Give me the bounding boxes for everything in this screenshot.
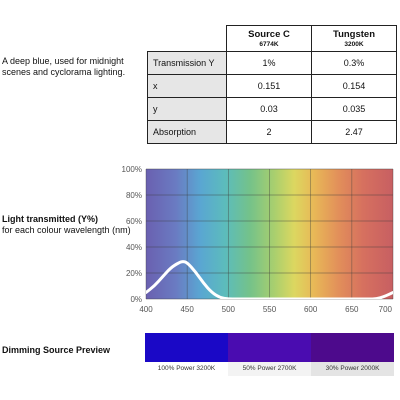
y-axis-ticks: 0% 20% 40% 60% 80% 100% xyxy=(122,165,142,304)
table-header-row: Source C 6774K Tungsten 3200K xyxy=(147,25,397,52)
x-tick-label: 650 xyxy=(345,305,359,314)
cell-value: 0.154 xyxy=(311,74,397,98)
swatch-color xyxy=(228,333,311,362)
column-name: Source C xyxy=(248,29,290,40)
y-tick-label: 60% xyxy=(126,217,142,226)
row-label: Absorption xyxy=(147,120,227,144)
swatch-30-power: 30% Power 2000K xyxy=(311,333,394,376)
swatch-color xyxy=(145,333,228,362)
swatch-caption: 50% Power 2700K xyxy=(228,362,311,376)
table-row: Transmission Y 1% 0.3% xyxy=(147,51,397,75)
y-tick-label: 100% xyxy=(122,165,142,174)
cell-value: 0.03 xyxy=(226,97,312,121)
spec-table: Source C 6774K Tungsten 3200K Transmissi… xyxy=(147,25,397,144)
x-tick-label: 600 xyxy=(304,305,318,314)
row-label: Transmission Y xyxy=(147,51,227,75)
cell-value: 0.3% xyxy=(311,51,397,75)
table-row: x 0.151 0.154 xyxy=(147,74,397,98)
cell-value: 1% xyxy=(226,51,312,75)
column-name: Tungsten xyxy=(332,29,376,40)
cell-value: 0.035 xyxy=(311,97,397,121)
row-label: x xyxy=(147,74,227,98)
swatch-caption: 100% Power 3200K xyxy=(145,362,228,376)
table-row: Absorption 2 2.47 xyxy=(147,120,397,144)
dimming-swatches: 100% Power 3200K 50% Power 2700K 30% Pow… xyxy=(145,333,394,376)
transmission-chart: 0% 20% 40% 60% 80% 100% 400 450 500 550 600 650 700 xyxy=(122,165,394,314)
cell-value: 2 xyxy=(226,120,312,144)
cell-value: 2.47 xyxy=(311,120,397,144)
dimming-preview-title: Dimming Source Preview xyxy=(2,345,111,355)
swatch-caption: 30% Power 2000K xyxy=(311,362,394,376)
x-tick-label: 550 xyxy=(263,305,277,314)
y-tick-label: 0% xyxy=(130,295,142,304)
filter-description: A deep blue, used for midnight scenes an… xyxy=(2,56,126,77)
y-tick-label: 20% xyxy=(126,269,142,278)
cell-value: 0.151 xyxy=(226,74,312,98)
x-axis-ticks: 400 450 500 550 600 650 700 xyxy=(139,305,392,314)
table-row: y 0.03 0.035 xyxy=(147,97,397,121)
x-tick-label: 700 xyxy=(379,305,393,314)
y-tick-label: 40% xyxy=(126,243,142,252)
swatch-100-power: 100% Power 3200K xyxy=(145,333,228,376)
column-temperature: 3200K xyxy=(344,41,364,48)
column-header-source-c: Source C 6774K xyxy=(226,25,312,52)
transmission-curve xyxy=(146,260,393,299)
swatch-color xyxy=(311,333,394,362)
table-corner xyxy=(147,25,227,52)
swatch-50-power: 50% Power 2700K xyxy=(228,333,311,376)
chart-title-subtitle: for each colour wavelength (nm) xyxy=(2,224,131,235)
x-tick-label: 500 xyxy=(222,305,236,314)
x-tick-label: 450 xyxy=(180,305,194,314)
row-label: y xyxy=(147,97,227,121)
y-tick-label: 80% xyxy=(126,191,142,200)
chart-title: Light transmitted (Y%) for each colour w… xyxy=(2,214,142,235)
chart-title-main: Light transmitted (Y%) xyxy=(2,214,98,224)
x-tick-label: 400 xyxy=(139,305,153,314)
column-temperature: 6774K xyxy=(259,41,279,48)
column-header-tungsten: Tungsten 3200K xyxy=(311,25,397,52)
